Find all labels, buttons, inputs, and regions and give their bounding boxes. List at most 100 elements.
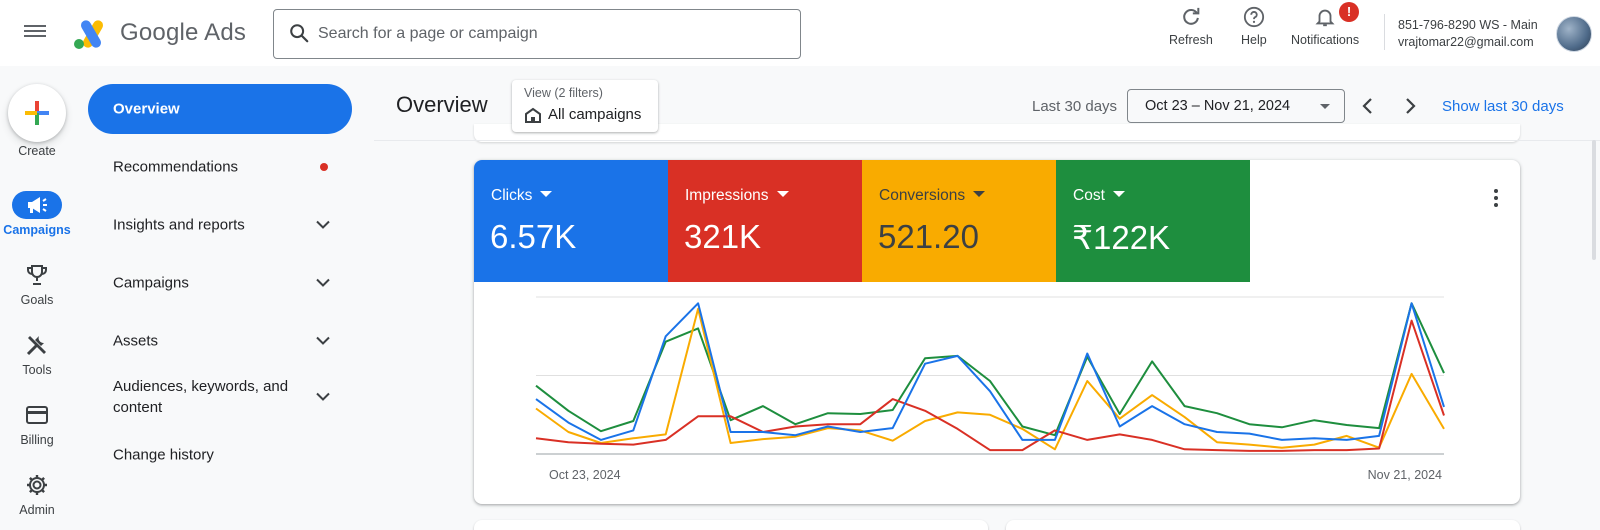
chevron-right-icon[interactable] [1398,94,1422,118]
previous-card-edge [474,124,1520,142]
lower-card-right [1006,520,1520,530]
x-axis-end-label: Nov 21, 2024 [1368,468,1442,482]
notifications-button[interactable]: Notifications ! [1291,2,1360,47]
account-email: vrajtomar22@gmail.com [1398,35,1534,49]
date-range-value: Oct 23 – Nov 21, 2024 [1145,98,1291,114]
nav-item-assets[interactable]: Assets [88,316,352,366]
metric-tile-clicks[interactable]: Clicks 6.57K [474,160,668,282]
brand-name: Google Ads [120,19,247,46]
avatar[interactable] [1556,16,1592,52]
chevron-down-icon [316,392,330,401]
date-range-label: Last 30 days [1032,98,1118,115]
x-axis-start-label: Oct 23, 2024 [549,468,621,482]
home-icon [525,107,541,123]
account-id: 851-796-8290 WS - Main [1398,18,1538,32]
metric-value-conversions: 521.20 [878,218,979,255]
lower-card-left [474,520,988,530]
view-filter-count: View (2 filters) [524,86,603,100]
metric-tile-conversions[interactable]: Conversions 521.20 [862,160,1056,282]
left-rail: Create Campaigns Goals Tools Billing Adm… [0,66,74,530]
metric-value-impressions: 321K [684,218,762,255]
rail-item-billing[interactable]: Billing [0,401,74,447]
rail-label-tools: Tools [22,363,52,377]
chart-lines [535,302,1445,452]
metric-name-impressions: Impressions [685,187,789,205]
notifications-label: Notifications [1291,33,1360,47]
nav-label-audiences: Audiences, keywords, and content [113,378,289,416]
nav-label-assets: Assets [113,332,159,350]
metric-value-cost: ₹122K [1072,219,1171,256]
bell-icon [1315,9,1335,27]
credit-card-icon [26,406,48,424]
header-divider [374,140,1600,141]
nav-label-overview: Overview [113,100,180,118]
nav-item-audiences[interactable]: Audiences, keywords, and content [88,369,352,425]
chevron-down-icon [316,336,330,345]
nav-item-campaigns[interactable]: Campaigns [88,258,352,308]
divider [1384,14,1385,50]
gear-icon [27,475,47,495]
dropdown-arrow-icon [1112,190,1125,197]
series-line-clicks [535,302,1445,441]
metric-name-conversions: Conversions [879,187,986,205]
google-ads-logo [74,20,103,49]
metric-tile-impressions[interactable]: Impressions 321K [668,160,862,282]
account-info[interactable]: 851-796-8290 WS - Main vrajtomar22@gmail… [1398,17,1538,51]
metric-tile-cost[interactable]: Cost ₹122K [1056,160,1250,282]
nav-label-insights: Insights and reports [113,216,245,234]
refresh-button[interactable]: Refresh [1169,6,1213,47]
metric-name-cost: Cost [1073,187,1125,205]
chevron-down-icon [316,220,330,229]
nav-item-insights[interactable]: Insights and reports [88,200,352,250]
metric-name-clicks: Clicks [491,187,553,205]
dropdown-arrow-icon [776,190,789,197]
nav-item-overview[interactable]: Overview [88,84,352,134]
rail-label-goals: Goals [20,293,54,307]
metric-value-clicks: 6.57K [490,218,577,255]
nav-item-recommendations[interactable]: Recommendations [88,142,352,192]
search-input[interactable] [318,22,778,46]
nav-label-campaigns: Campaigns [113,274,189,292]
side-nav: Overview Recommendations Insights and re… [74,66,362,530]
rail-label-billing: Billing [20,433,54,447]
notification-dot [320,163,328,171]
notification-badge: ! [1339,2,1359,22]
rail-label-admin: Admin [19,503,55,517]
nav-label-recommendations: Recommendations [113,158,239,176]
refresh-label: Refresh [1169,33,1213,47]
view-filter-button[interactable]: View (2 filters) All campaigns [512,80,658,132]
search-box[interactable] [273,9,801,59]
line-chart: Oct 23, 2024 Nov 21, 2024 [535,296,1445,482]
chart-grid [536,296,1444,455]
refresh-icon [1183,7,1200,25]
rail-item-tools[interactable]: Tools [0,331,74,377]
rail-label-campaigns: Campaigns [3,223,71,237]
page-title: Overview [396,92,488,117]
trophy-icon [27,265,47,285]
rail-item-goals[interactable]: Goals [0,261,74,307]
nav-item-change-history[interactable]: Change history [88,430,352,480]
scrollbar[interactable] [1592,140,1596,260]
create-label: Create [18,144,56,158]
tools-icon [26,336,46,356]
chevron-down-icon [316,278,330,287]
series-line-conversions [535,307,1445,451]
megaphone-icon [28,197,47,213]
top-bar: Google Ads Refresh Help Notifications ! … [0,0,1600,66]
series-line-impressions [535,319,1445,452]
help-button[interactable]: Help [1241,6,1267,47]
rail-item-admin[interactable]: Admin [0,471,74,517]
rail-item-campaigns[interactable]: Campaigns [0,191,74,237]
dropdown-arrow-icon [540,190,553,197]
more-options-icon[interactable] [1484,186,1508,210]
nav-label-change-history: Change history [113,446,214,464]
show-last-30-days-link[interactable]: Show last 30 days [1442,98,1564,115]
dropdown-arrow-icon [1320,104,1330,109]
dropdown-arrow-icon [973,190,986,197]
date-range-select[interactable]: Oct 23 – Nov 21, 2024 [1127,89,1345,123]
view-filter-name: All campaigns [548,106,642,123]
menu-icon[interactable] [24,22,48,42]
create-button[interactable] [8,84,66,142]
chevron-left-icon[interactable] [1356,94,1380,118]
performance-card: Clicks 6.57K Impressions 321K Conversion… [474,160,1520,504]
